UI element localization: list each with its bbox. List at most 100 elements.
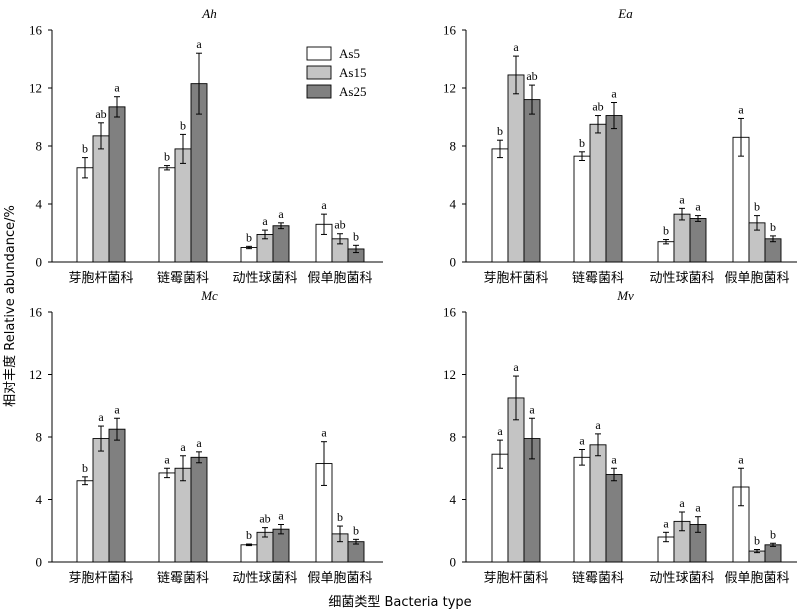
significance-letter: a	[164, 452, 170, 466]
significance-letter: ab	[526, 69, 537, 83]
x-category-label: 假单胞菌科	[307, 271, 372, 286]
significance-letter: b	[82, 461, 88, 475]
bar-as5	[76, 480, 94, 563]
significance-letter: b	[246, 230, 252, 244]
significance-letter: b	[663, 224, 669, 238]
bar-as25	[190, 456, 208, 563]
panel-title: Ah	[201, 6, 216, 21]
y-tick-label: 16	[443, 305, 457, 320]
significance-letter: a	[579, 434, 585, 448]
significance-letter: b	[353, 229, 359, 243]
bar-as25	[272, 225, 290, 263]
x-category-label: 芽胞杆菌科	[483, 571, 548, 586]
x-category-label: 芽胞杆菌科	[68, 571, 133, 586]
significance-letter: a	[679, 192, 685, 206]
y-tick-label: 16	[443, 23, 457, 38]
significance-letter: b	[164, 150, 170, 164]
y-tick-label: 8	[36, 430, 43, 445]
significance-letter: a	[529, 402, 535, 416]
bar-as15	[174, 148, 192, 263]
bar-as15	[673, 213, 691, 263]
significance-letter: a	[180, 440, 186, 454]
x-category-label: 动性球菌科	[649, 571, 714, 586]
x-category-label: 链霉菌科	[572, 571, 624, 586]
significance-letter: b	[754, 534, 760, 548]
y-tick-label: 4	[450, 492, 457, 507]
significance-letter: b	[579, 136, 585, 150]
bar-as25	[764, 544, 782, 563]
significance-letter: b	[82, 142, 88, 156]
y-tick-label: 4	[450, 197, 457, 212]
significance-letter: a	[595, 418, 601, 432]
significance-letter: a	[513, 40, 519, 54]
significance-letter: a	[262, 214, 268, 228]
y-tick-label: 12	[29, 367, 42, 382]
y-tick-label: 12	[443, 367, 456, 382]
x-category-label: 动性球菌科	[232, 571, 297, 586]
significance-letter: a	[611, 452, 617, 466]
significance-letter: a	[738, 452, 744, 466]
x-category-label: 芽胞杆菌科	[483, 271, 548, 286]
significance-letter: a	[695, 200, 701, 214]
significance-letter: a	[497, 424, 503, 438]
significance-letter: a	[663, 516, 669, 530]
y-axis-title: 相对丰度 Relative abundance/%	[2, 205, 18, 407]
y-tick-label: 12	[443, 81, 456, 96]
y-tick-label: 8	[36, 139, 43, 154]
y-tick-label: 4	[36, 197, 43, 212]
significance-letter: a	[114, 402, 120, 416]
significance-letter: a	[321, 426, 327, 440]
significance-letter: ab	[95, 107, 106, 121]
bar-as5	[158, 472, 176, 563]
bar-as5	[158, 167, 176, 263]
significance-letter: a	[679, 496, 685, 510]
bar-as15	[92, 438, 110, 563]
legend-swatch	[306, 65, 332, 80]
bar-as25	[347, 541, 365, 563]
x-category-label: 链霉菌科	[572, 271, 624, 286]
significance-letter: a	[738, 102, 744, 116]
significance-letter: a	[513, 360, 519, 374]
significance-letter: a	[114, 81, 120, 95]
significance-letter: b	[246, 528, 252, 542]
bar-as25	[605, 115, 623, 263]
significance-letter: b	[337, 510, 343, 524]
bar-as5	[573, 456, 591, 563]
x-category-label: 链霉菌科	[157, 571, 209, 586]
bar-as25	[523, 99, 541, 263]
significance-letter: b	[770, 220, 776, 234]
bar-as25	[605, 474, 623, 563]
bar-as15	[589, 123, 607, 263]
significance-letter: b	[353, 523, 359, 537]
y-tick-label: 0	[450, 255, 457, 270]
legend-label: As15	[339, 65, 366, 80]
significance-letter: a	[695, 501, 701, 515]
significance-letter: b	[754, 200, 760, 214]
y-tick-label: 0	[36, 255, 43, 270]
y-tick-label: 8	[450, 139, 457, 154]
bar-as5	[491, 453, 509, 563]
bar-as25	[108, 428, 126, 563]
y-tick-label: 16	[29, 23, 43, 38]
significance-letter: a	[611, 87, 617, 101]
x-category-label: 芽胞杆菌科	[68, 271, 133, 286]
legend-swatch	[306, 46, 332, 61]
bar-as15	[92, 135, 110, 263]
bar-as15	[589, 444, 607, 563]
y-tick-label: 12	[29, 81, 42, 96]
bar-as25	[689, 218, 707, 263]
legend-label: As25	[339, 84, 366, 99]
significance-letter: ab	[334, 218, 345, 232]
significance-letter: a	[196, 37, 202, 51]
y-tick-label: 0	[450, 555, 457, 570]
significance-letter: b	[770, 527, 776, 541]
panel-title: Mv	[616, 288, 634, 303]
significance-letter: a	[321, 198, 327, 212]
panel-title: Ea	[617, 6, 633, 21]
significance-letter: a	[98, 410, 104, 424]
bar-as5	[76, 167, 94, 263]
bar-as5	[657, 241, 675, 263]
bar-as5	[573, 155, 591, 263]
